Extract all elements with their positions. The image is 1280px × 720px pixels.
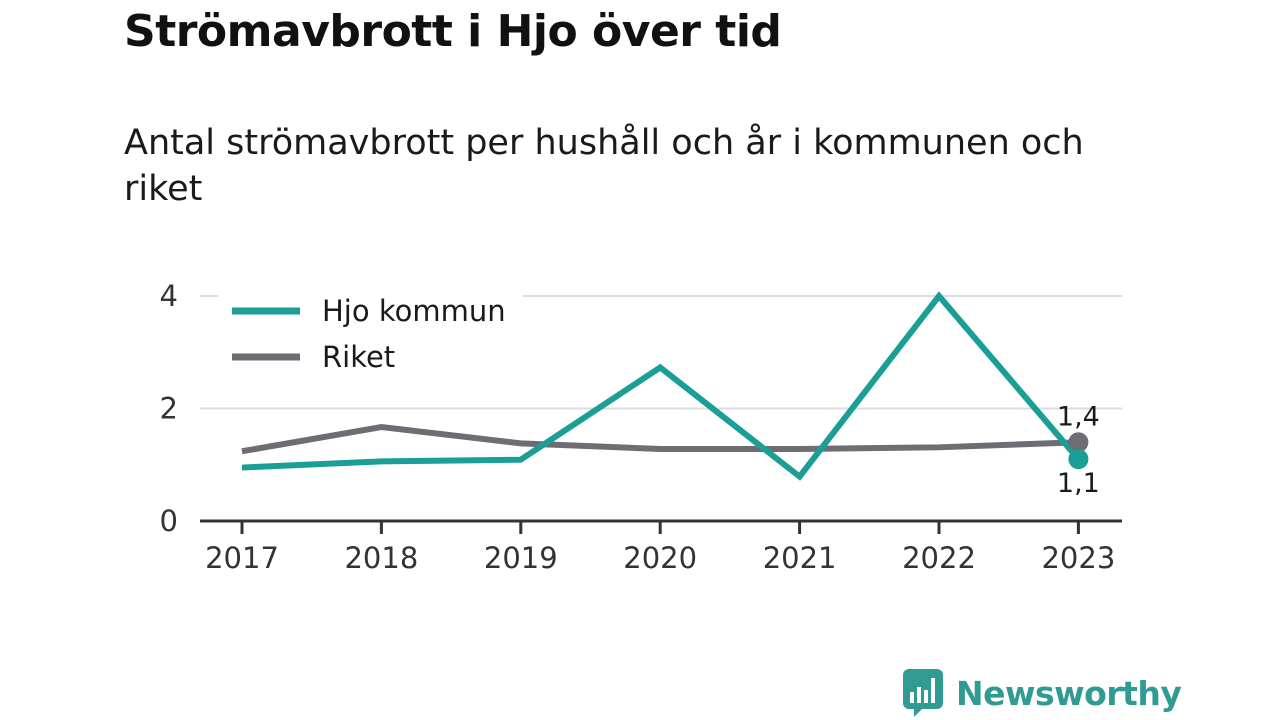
end-value-label-0: 1,1	[1057, 468, 1100, 499]
x-tick-label: 2020	[623, 541, 697, 575]
series-endpoint-1	[1068, 432, 1089, 453]
y-tick-label: 0	[160, 504, 178, 538]
end-value-label-1: 1,4	[1057, 401, 1100, 432]
y-tick-label: 4	[160, 279, 178, 313]
x-tick-label: 2019	[484, 541, 558, 575]
newsworthy-logo: Newsworthy	[902, 668, 1182, 718]
chart-title: Strömavbrott i Hjo över tid	[124, 6, 782, 57]
series-line-0	[241, 291, 1081, 481]
x-tick-label: 2023	[1041, 541, 1115, 575]
x-tick-label: 2021	[763, 541, 837, 575]
y-tick-label: 2	[160, 392, 178, 426]
chart-subtitle: Antal strömavbrott per hushåll och år i …	[124, 123, 1084, 209]
legend-background	[218, 282, 523, 382]
axis-labels: 0 2 4 1,1 1,4 2017 2018 2019 2020 2021 2022 2023	[160, 279, 1116, 575]
series-lines	[241, 291, 1089, 481]
newsworthy-logo-icon	[903, 669, 943, 717]
legend: Hjo kommun Riket	[218, 282, 523, 382]
line-chart: Hjo kommun Riket 0 2 4 1,1 1,4 2017 2018 2019 202…	[160, 279, 1122, 575]
newsworthy-logo-text: Newsworthy	[956, 673, 1182, 713]
x-axis	[200, 519, 1122, 534]
x-tick-label: 2017	[205, 541, 279, 575]
legend-label-1: Riket	[322, 340, 395, 374]
series-line-1	[241, 424, 1079, 455]
x-tick-label: 2018	[344, 541, 418, 575]
legend-label-0: Hjo kommun	[322, 294, 506, 328]
series-endpoint-0	[1068, 449, 1089, 470]
x-tick-label: 2022	[902, 541, 976, 575]
